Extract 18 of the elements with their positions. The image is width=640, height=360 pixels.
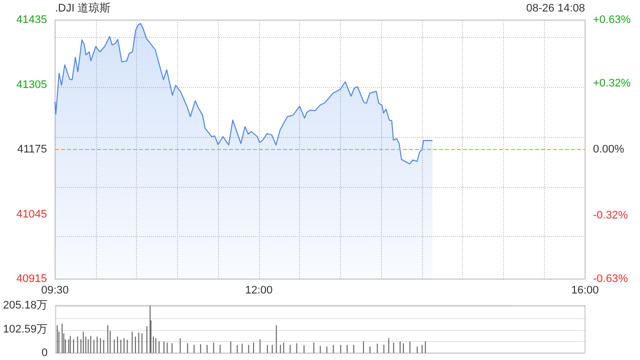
y-tick-label: 205.18万 [2, 300, 48, 312]
y-tick-label: 41435 [16, 14, 47, 26]
y2-tick-label: -0.63% [593, 273, 628, 285]
chart-title: .DJI 道琼斯 [55, 2, 111, 14]
y2-tick-label: 0.00% [593, 144, 624, 156]
text: 08-26 14:08 [526, 2, 585, 14]
y-tick-label: 41045 [16, 208, 47, 220]
y-tick-label: 41175 [17, 144, 47, 156]
x-tick-label: 16:00 [571, 284, 599, 296]
x-tick-label: 09:30 [41, 284, 69, 296]
y2-tick-label: -0.32% [593, 209, 628, 222]
x-tick-label: 12:00 [245, 284, 273, 296]
y2-tick-label: +0.32% [593, 78, 631, 90]
y-tick-label: 40915 [16, 273, 47, 285]
y-tick-label: 0 [42, 347, 48, 359]
y2-tick-label: +0.63% [593, 14, 631, 26]
y-tick-label: 102.59万 [2, 323, 48, 336]
y-tick-label: 41305 [16, 78, 47, 91]
